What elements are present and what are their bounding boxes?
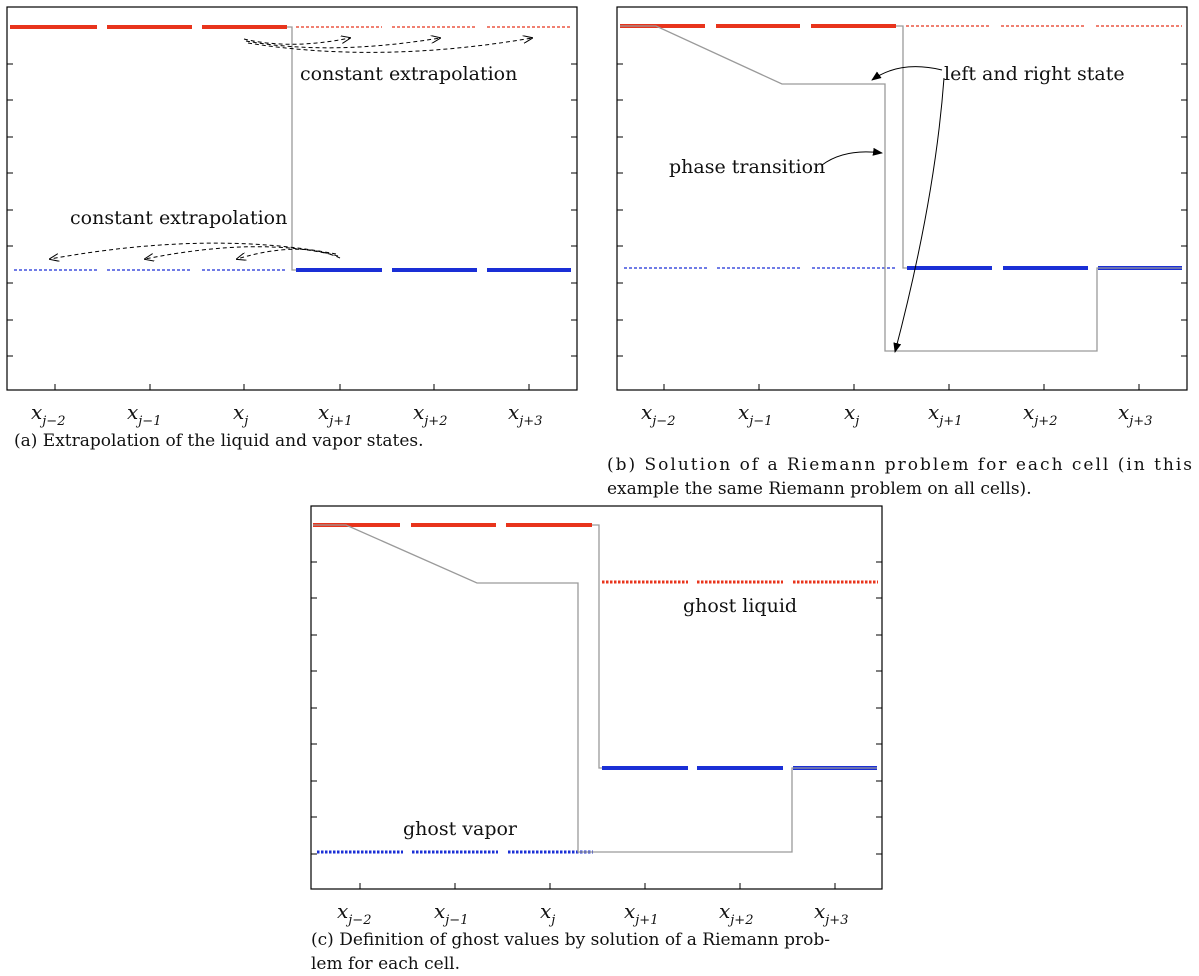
panel-b-ticks: [617, 63, 1187, 390]
x-tick-label: xj: [233, 400, 248, 429]
x-tick-label: xj: [844, 400, 859, 429]
panel-c-caption-line-1: (c) Definition of ghost values by soluti…: [311, 930, 830, 950]
x-tick-label: xj+1: [928, 400, 962, 429]
x-tick-label: xj+3: [814, 899, 848, 928]
panel-a-caption: (a) Extrapolation of the liquid and vapo…: [14, 431, 424, 451]
panel-b-caption-line-1: (b) Solution of a Riemann problem for ea…: [607, 455, 1192, 475]
panel-a-x-labels: xj−2 xj−1 xj xj+1 xj+2 xj+3: [31, 400, 542, 429]
panel-b-annotation-phase: phase transition: [669, 156, 825, 178]
panel-a-extrapolation-arrows-top: [243, 38, 532, 53]
x-tick-label: xj−1: [127, 400, 161, 429]
panel-b-arrow-right-state: [893, 77, 945, 353]
x-tick-label: xj+3: [1118, 400, 1152, 429]
panel-a-interface-line: [287, 26, 296, 271]
panel-b: left and right state phase transition xj…: [607, 6, 1192, 499]
panel-b-x-labels: xj−2 xj−1 xj xj+1 xj+2 xj+3: [641, 400, 1152, 429]
panel-c-riemann-solution: [313, 524, 877, 853]
x-tick-label: xj: [540, 899, 555, 928]
panel-c-x-labels: xj−2 xj−1 xj xj+1 xj+2 xj+3: [337, 899, 848, 928]
x-tick-label: xj+3: [508, 400, 542, 429]
panel-c-ticks: [311, 561, 882, 889]
panel-b-riemann-solution: [620, 25, 1182, 352]
x-tick-label: xj+2: [1023, 400, 1057, 429]
panel-b-arrow-phase-transition: [821, 147, 883, 166]
panel-c: ghost liquid ghost vapor xj−2 xj−1 xj xj…: [310, 505, 883, 974]
panel-b-arrow-left-state: [871, 66, 943, 81]
panel-b-annotation-left-right: left and right state: [944, 63, 1125, 85]
panel-a: constant extrapolation constant extrapol…: [6, 6, 578, 451]
panel-c-interface-line: [592, 524, 602, 769]
panel-c-frame: [310, 505, 883, 890]
x-tick-label: xj+1: [318, 400, 352, 429]
panel-b-interface-line: [896, 25, 907, 269]
panel-c-caption-line-2: lem for each cell.: [311, 954, 460, 974]
x-tick-label: xj−1: [434, 899, 468, 928]
panel-a-annotation-top: constant extrapolation: [300, 63, 517, 85]
panel-b-frame: [616, 6, 1188, 391]
x-tick-label: xj+1: [624, 899, 658, 928]
panel-c-annotation-ghost-liquid: ghost liquid: [683, 595, 797, 617]
x-tick-label: xj+2: [413, 400, 447, 429]
x-tick-label: xj−2: [337, 899, 371, 928]
x-tick-label: xj+2: [719, 899, 753, 928]
x-tick-label: xj−2: [31, 400, 65, 429]
panel-a-annotation-bottom: constant extrapolation: [70, 207, 287, 229]
panel-a-frame: [6, 6, 578, 391]
x-tick-label: xj−1: [738, 400, 772, 429]
panel-a-ticks: [7, 63, 577, 390]
panel-c-annotation-ghost-vapor: ghost vapor: [403, 818, 518, 840]
panel-a-extrapolation-arrows-bottom: [50, 242, 341, 259]
panel-b-caption-line-2: example the same Riemann problem on all …: [607, 479, 1032, 499]
x-tick-label: xj−2: [641, 400, 675, 429]
